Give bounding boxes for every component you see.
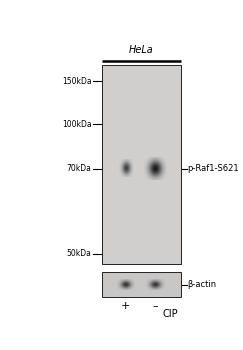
Text: β-actin: β-actin bbox=[188, 280, 217, 289]
Text: HeLa: HeLa bbox=[129, 46, 154, 56]
Text: 50kDa: 50kDa bbox=[67, 249, 92, 258]
Text: +: + bbox=[121, 301, 130, 311]
Text: –: – bbox=[152, 301, 158, 311]
Text: 100kDa: 100kDa bbox=[62, 120, 92, 129]
Text: CIP: CIP bbox=[162, 309, 178, 319]
Text: p-Raf1-S621: p-Raf1-S621 bbox=[188, 164, 239, 173]
FancyBboxPatch shape bbox=[102, 272, 181, 297]
Text: 70kDa: 70kDa bbox=[67, 164, 92, 173]
FancyBboxPatch shape bbox=[102, 65, 181, 264]
Text: 150kDa: 150kDa bbox=[62, 77, 92, 86]
